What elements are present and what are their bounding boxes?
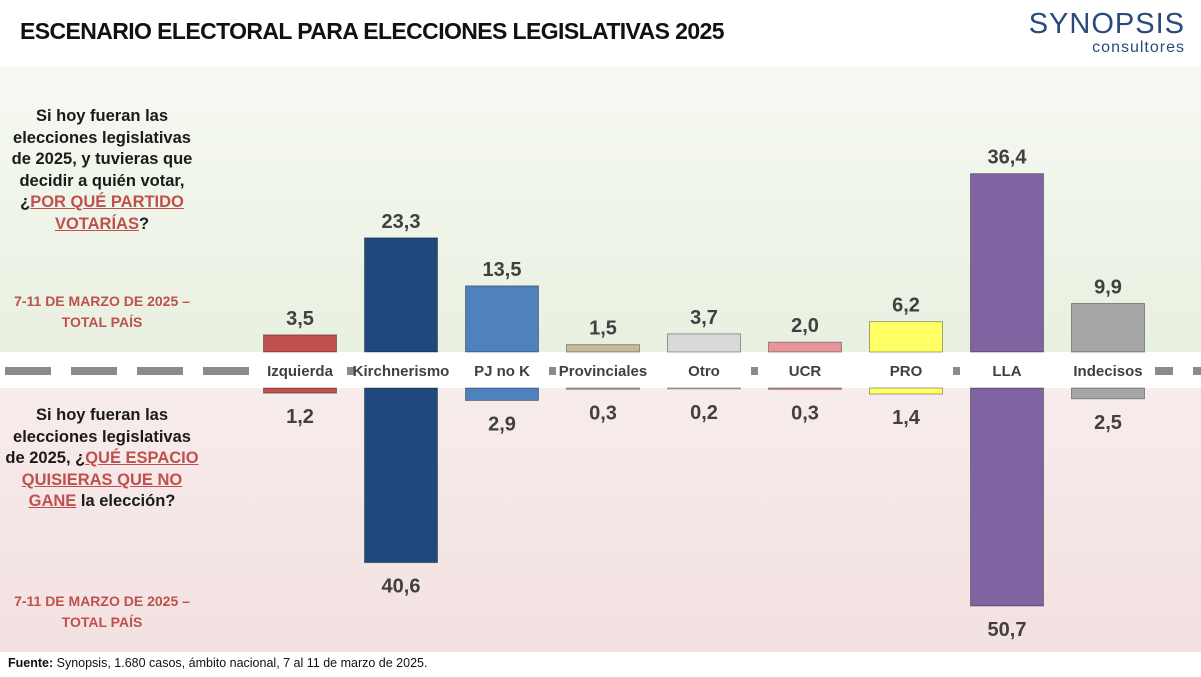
value-label-reject-3: 0,3 [589, 402, 617, 424]
bar-reject-1 [364, 387, 438, 564]
bar-vote-0 [263, 334, 337, 353]
value-label-vote-6: 6,2 [892, 295, 920, 317]
value-label-vote-2: 13,5 [483, 259, 522, 281]
category-label-bg-4 [657, 358, 751, 382]
bar-vote-4 [667, 333, 741, 353]
bar-vote-8 [1071, 302, 1145, 353]
source-text: Synopsis, 1.680 casos, ámbito nacional, … [53, 656, 428, 670]
source-label: Fuente: [8, 656, 54, 670]
bar-vote-6 [869, 321, 943, 353]
bar-reject-8 [1071, 387, 1145, 400]
category-label-bg-5 [758, 358, 852, 382]
category-label-1: Kirchnerismo [353, 363, 450, 380]
bar-vote-3 [566, 344, 640, 353]
value-label-reject-6: 1,4 [892, 407, 921, 429]
category-label-bg-3 [556, 358, 650, 382]
category-label-2: PJ no K [474, 363, 530, 380]
bar-reject-3 [566, 387, 640, 390]
page-title: ESCENARIO ELECTORAL PARA ELECCIONES LEGI… [20, 18, 725, 44]
brand-logo: SYNOPSIS consultores [1029, 8, 1185, 56]
question-reject-end: la elección? [76, 492, 176, 510]
bar-reject-6 [869, 387, 943, 395]
value-label-reject-5: 0,3 [791, 402, 819, 424]
value-label-vote-1: 23,3 [382, 211, 421, 233]
value-label-reject-0: 1,2 [286, 406, 314, 428]
source-note: Fuente: Synopsis, 1.680 casos, ámbito na… [8, 656, 427, 670]
category-label-bg-1 [354, 358, 448, 382]
value-label-vote-3: 1,5 [589, 318, 617, 340]
category-label-4: Otro [688, 363, 720, 380]
category-label-bg-0 [253, 358, 347, 382]
bar-reject-5 [768, 387, 842, 390]
category-label-7: LLA [992, 363, 1021, 380]
value-label-reject-2: 2,9 [488, 413, 516, 435]
value-label-reject-7: 50,7 [988, 619, 1027, 641]
bar-reject-0 [263, 387, 337, 394]
category-label-0: Izquierda [267, 363, 334, 380]
value-label-vote-5: 2,0 [791, 315, 819, 337]
date-label-top: 7-11 DE MARZO DE 2025 – TOTAL PAÍS [14, 293, 190, 330]
header: ESCENARIO ELECTORAL PARA ELECCIONES LEGI… [0, 0, 1201, 66]
brand-subtitle: consultores [1092, 39, 1185, 56]
category-label-8: Indecisos [1073, 363, 1142, 380]
question-vote-end: ? [138, 214, 150, 233]
date-label-bottom: 7-11 DE MARZO DE 2025 – TOTAL PAÍS [14, 593, 190, 630]
question-reject: Si hoy fueran las elecciones legislativa… [2, 405, 202, 513]
value-label-vote-0: 3,5 [286, 308, 314, 330]
question-vote: Si hoy fueran las elecciones legislativa… [2, 106, 202, 235]
bar-reject-4 [667, 387, 741, 390]
bar-vote-2 [465, 285, 539, 353]
category-label-5: UCR [789, 363, 822, 380]
category-label-bg-2 [455, 358, 549, 382]
bar-reject-2 [465, 387, 539, 401]
question-vote-highlight: POR QUÉ PARTIDO VOTARÍAS [30, 193, 184, 233]
value-label-reject-4: 0,2 [690, 402, 718, 424]
bar-reject-7 [970, 387, 1044, 607]
category-label-bg-8 [1061, 358, 1155, 382]
value-label-vote-7: 36,4 [988, 147, 1028, 169]
value-label-vote-4: 3,7 [690, 307, 718, 329]
brand-name: SYNOPSIS [1028, 8, 1185, 40]
category-label-bg-7 [960, 358, 1054, 382]
bar-vote-5 [768, 341, 842, 353]
bar-vote-1 [364, 237, 438, 353]
value-label-vote-8: 9,9 [1094, 276, 1122, 298]
category-label-3: Provinciales [559, 363, 647, 380]
category-label-bg-6 [859, 358, 953, 382]
value-label-reject-1: 40,6 [382, 576, 421, 598]
value-label-reject-8: 2,5 [1094, 412, 1122, 434]
footer: Fuente: Synopsis, 1.680 casos, ámbito na… [0, 652, 1201, 677]
question-vote-text: Si hoy fueran las elecciones legislativa… [11, 107, 193, 211]
question-reject-text: Si hoy fueran las elecciones legislativa… [5, 406, 191, 467]
question-reject-highlight: QUÉ ESPACIO QUISIERAS QUE NO GANE [21, 449, 199, 510]
category-label-6: PRO [890, 363, 923, 380]
bar-vote-7 [970, 173, 1044, 353]
